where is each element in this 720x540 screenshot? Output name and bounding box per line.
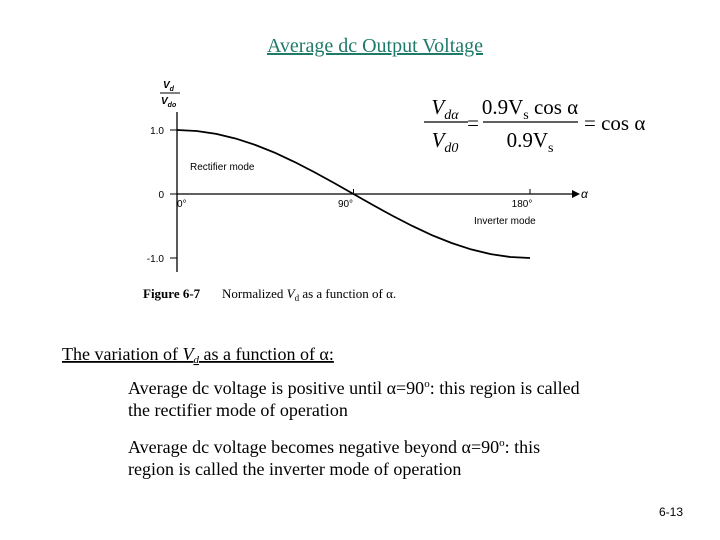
text: : this [505,437,541,457]
bullets: Average dc voltage is positive until α=9… [128,378,580,479]
bullet-line: Average dc voltage becomes negative beyo… [128,437,540,457]
figure-label: Figure 6-7 [143,286,201,301]
eq-text: V [431,95,446,119]
x-axis-arrow [572,190,580,198]
annotation: Rectifier mode [190,162,255,173]
y-axis-label: Vd Vdo [160,80,180,109]
text: Average dc voltage becomes negative beyo… [128,437,499,457]
y-tick-label: 0 [158,190,164,201]
eq-text: cos α [529,95,579,119]
caption-text: as a function of α. [299,286,396,301]
text: Average dc voltage is positive until α=9… [128,378,424,398]
eq-text: 0.9V [507,128,548,152]
text: as a function of α: [199,344,334,364]
eq-lhs-num: Vdα [431,95,459,123]
eq-sub: s [523,108,528,123]
x-tick-label: 180° [512,199,533,210]
x-axis-label: α [581,187,589,201]
caption-text: V [287,286,297,301]
curve [176,129,531,259]
x-tick-label: 0° [177,199,187,210]
equation: Vdα Vd0 = 0.9Vs cos α 0.9Vs = cos α [424,95,645,156]
text: The variation of [62,344,182,364]
annotation: Inverter mode [474,216,536,227]
y-tick-label: 1.0 [150,126,164,137]
text-sup: o [499,437,505,449]
intro-text: The variation of Vd as a function of α: [62,344,334,366]
slide-title: Average dc Output Voltage [267,35,483,57]
ylabel-num: Vd [163,80,175,93]
eq-result: = cos α [584,111,645,135]
eq-rhs-num: 0.9Vs cos α [482,95,578,123]
text: : this region is called [430,378,580,398]
eq-sub: d0 [444,141,458,156]
eq-text: V [432,128,447,152]
bullet-line: region is called the inverter mode of op… [128,459,461,479]
eq-rhs-den: 0.9Vs [507,128,554,156]
eq-equals: = [467,111,479,135]
bullet-line: the rectifier mode of operation [128,400,348,420]
text: V [182,344,195,364]
plot: 1.0 0 -1.0 0° 90° 180° [147,112,580,272]
label-text: V [161,96,169,107]
x-tick-label: 90° [338,199,353,210]
bullet-line: Average dc voltage is positive until α=9… [128,378,580,398]
ylabel-den: Vdo [161,96,177,109]
label-text: V [163,80,171,91]
eq-text: 0.9V [482,95,523,119]
label-sub: do [168,102,177,109]
label-sub: d [170,86,175,93]
eq-sub: s [548,141,553,156]
caption-sub: d [295,293,300,303]
caption-text: Normalized [222,286,287,301]
y-tick-label: -1.0 [147,254,165,265]
text-sup: o [424,378,430,390]
text-sub: d [193,354,199,366]
eq-sub: dα [444,108,459,123]
page-number: 6-13 [659,505,683,519]
eq-lhs-den: Vd0 [432,128,459,156]
figure-caption: Normalized Vd as a function of α. [222,286,396,303]
